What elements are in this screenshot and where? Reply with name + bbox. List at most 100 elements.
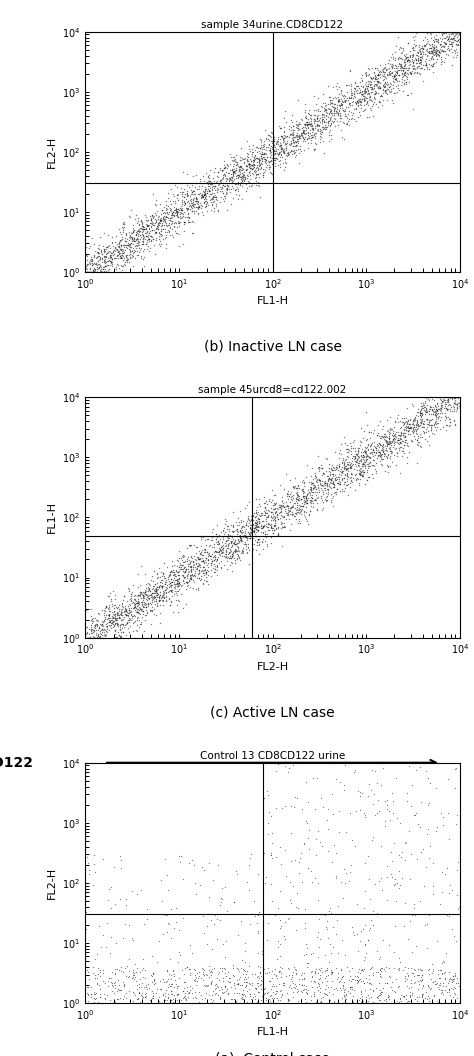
Point <box>159 205 166 222</box>
Point <box>219 182 226 199</box>
Point <box>319 494 327 511</box>
Point <box>91 261 99 278</box>
Point <box>197 570 205 587</box>
Point <box>443 906 451 923</box>
Point <box>409 423 417 440</box>
Point <box>445 38 452 55</box>
Point <box>90 629 97 646</box>
Point <box>146 243 153 260</box>
Point <box>180 192 188 209</box>
Point <box>102 258 110 275</box>
Point <box>454 29 461 45</box>
Point <box>313 502 320 518</box>
Point <box>327 485 335 502</box>
Point <box>425 43 433 60</box>
Point <box>216 547 224 564</box>
Point <box>301 836 308 853</box>
Point <box>139 988 146 1005</box>
Point <box>284 502 292 518</box>
Point <box>125 598 132 615</box>
Point <box>403 454 411 471</box>
Point <box>390 876 398 893</box>
Point <box>170 566 178 583</box>
Point <box>438 26 446 43</box>
Point <box>313 501 320 517</box>
Point <box>148 591 155 608</box>
Point <box>337 107 344 124</box>
Point <box>91 609 99 626</box>
Point <box>242 162 249 178</box>
Point <box>135 595 142 611</box>
Point <box>171 979 178 996</box>
Point <box>325 821 332 837</box>
Point <box>273 521 280 538</box>
Point <box>236 551 244 568</box>
Point <box>336 475 344 492</box>
Point <box>291 133 299 150</box>
Point <box>265 963 273 980</box>
Point <box>125 601 133 618</box>
Point <box>401 418 409 435</box>
Point <box>155 585 162 602</box>
Point <box>295 976 302 993</box>
Point <box>320 479 328 496</box>
Point <box>171 576 179 592</box>
Point <box>432 779 439 796</box>
Point <box>381 79 389 96</box>
Point <box>442 394 449 411</box>
Point <box>317 459 324 476</box>
Point <box>97 629 105 646</box>
Point <box>164 559 171 576</box>
Point <box>360 81 367 98</box>
Point <box>342 450 350 467</box>
Point <box>429 886 437 903</box>
Point <box>404 930 412 947</box>
Point <box>204 546 212 563</box>
Point <box>233 550 241 567</box>
Point <box>371 60 378 77</box>
Point <box>435 31 442 48</box>
Point <box>392 918 399 935</box>
Point <box>90 983 98 1000</box>
Point <box>439 23 447 40</box>
Point <box>297 505 305 522</box>
Point <box>261 518 268 535</box>
Point <box>357 453 365 470</box>
Point <box>123 607 130 624</box>
Point <box>240 539 247 555</box>
Point <box>419 985 426 1002</box>
Point <box>416 52 423 69</box>
Point <box>335 469 343 486</box>
Point <box>151 583 159 600</box>
Point <box>294 132 302 149</box>
Point <box>171 205 178 222</box>
Point <box>257 972 264 988</box>
Point <box>232 162 240 178</box>
Point <box>191 196 199 213</box>
Point <box>207 562 214 579</box>
Point <box>374 73 382 90</box>
Point <box>122 252 130 269</box>
Point <box>281 144 288 161</box>
Point <box>195 543 203 560</box>
Point <box>255 983 262 1000</box>
Point <box>91 629 98 646</box>
Point <box>409 432 416 449</box>
Point <box>176 557 183 573</box>
Point <box>230 991 237 1007</box>
Point <box>115 977 123 994</box>
Point <box>323 921 331 938</box>
Point <box>175 577 182 593</box>
Point <box>341 435 349 452</box>
Point <box>255 151 263 168</box>
Point <box>368 83 375 100</box>
Point <box>191 193 199 210</box>
Point <box>120 975 128 992</box>
Point <box>344 457 351 474</box>
Point <box>217 174 225 191</box>
Point <box>269 520 277 536</box>
Point <box>94 625 102 642</box>
Point <box>232 993 240 1010</box>
Point <box>99 618 107 635</box>
Point <box>353 447 360 464</box>
